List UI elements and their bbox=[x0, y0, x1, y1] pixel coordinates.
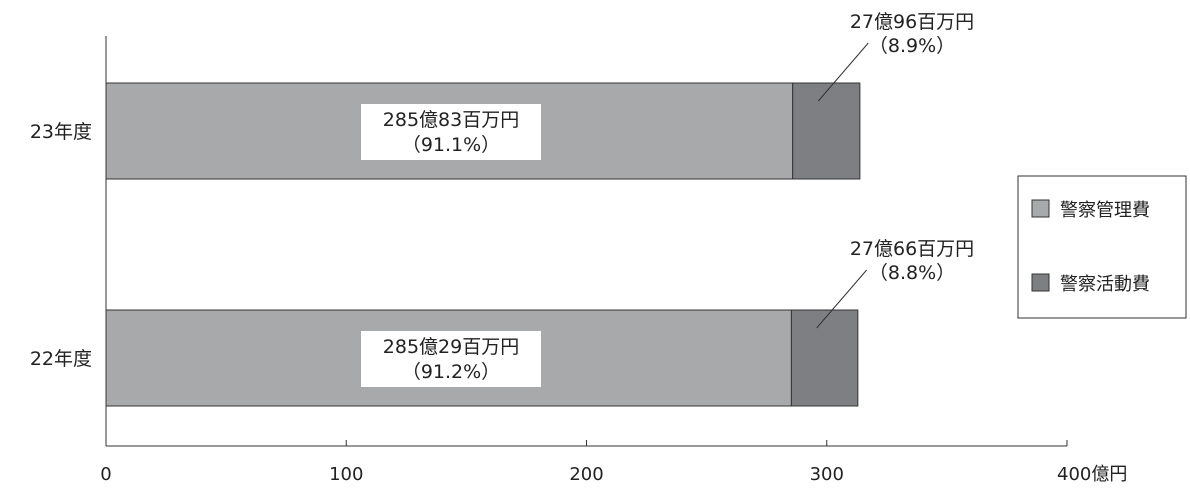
data-label-percent: （8.9%） bbox=[869, 35, 955, 57]
legend: 警察管理費 警察活動費 bbox=[1017, 175, 1187, 319]
leader-line bbox=[817, 42, 869, 102]
x-tick-label: 300 bbox=[810, 464, 844, 485]
data-label-amount: 27億66百万円 bbox=[850, 238, 974, 260]
data-label-box bbox=[361, 104, 541, 160]
leader-line bbox=[816, 269, 868, 329]
x-tick-label: 100 bbox=[329, 464, 363, 485]
data-label-box bbox=[361, 331, 541, 387]
category-label: 22年度 bbox=[30, 348, 92, 370]
data-label-amount: 285億83百万円 bbox=[383, 109, 519, 131]
x-tick-label: 400億円 bbox=[1057, 464, 1127, 485]
x-tick-label: 200 bbox=[569, 464, 603, 485]
legend-box bbox=[1017, 175, 1187, 319]
data-label-amount: 285億29百万円 bbox=[383, 336, 519, 358]
data-label-percent: （8.8%） bbox=[869, 262, 955, 284]
x-tick-label: 0 bbox=[100, 464, 111, 485]
data-label-amount: 27億96百万円 bbox=[850, 11, 974, 33]
legend-swatch-kanrihi bbox=[1031, 199, 1050, 218]
category-label: 23年度 bbox=[30, 121, 92, 143]
data-label-percent: （91.2%） bbox=[402, 361, 500, 383]
legend-label-katsudohi: 警察活動費 bbox=[1060, 274, 1150, 295]
legend-swatch-katsudohi bbox=[1031, 273, 1050, 292]
bar-segment-katsudohi bbox=[790, 309, 859, 407]
data-label-percent: （91.1%） bbox=[402, 134, 500, 156]
bar-segment-katsudohi bbox=[792, 82, 861, 180]
legend-label-kanrihi: 警察管理費 bbox=[1060, 200, 1150, 221]
